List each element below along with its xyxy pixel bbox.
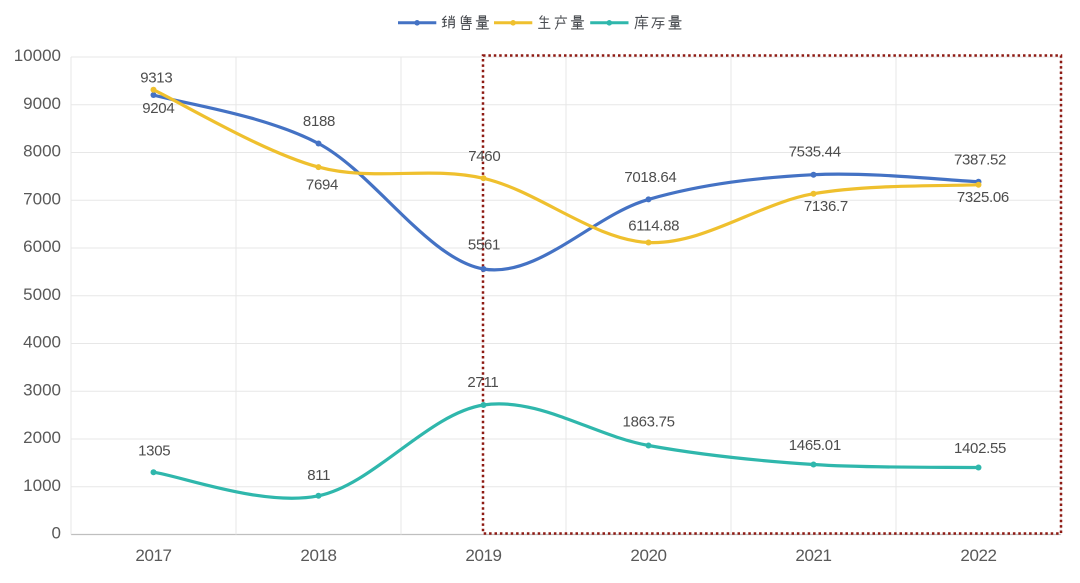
svg-text:7325.06: 7325.06 <box>957 189 1009 206</box>
svg-text:2021: 2021 <box>795 546 831 565</box>
svg-text:2022: 2022 <box>960 546 996 565</box>
svg-text:1000: 1000 <box>23 476 61 495</box>
svg-text:2020: 2020 <box>630 546 666 565</box>
svg-text:2017: 2017 <box>135 546 171 565</box>
svg-text:811: 811 <box>307 467 330 484</box>
svg-text:1863.75: 1863.75 <box>623 413 675 430</box>
svg-text:8000: 8000 <box>23 142 61 161</box>
svg-text:9000: 9000 <box>23 94 61 113</box>
svg-text:7018.64: 7018.64 <box>624 169 676 186</box>
svg-text:9204: 9204 <box>142 100 174 117</box>
svg-text:2711: 2711 <box>467 374 498 391</box>
svg-text:5000: 5000 <box>23 285 61 304</box>
svg-text:10000: 10000 <box>14 46 61 65</box>
svg-text:1305: 1305 <box>138 443 170 460</box>
svg-text:7460: 7460 <box>468 148 500 165</box>
svg-text:4000: 4000 <box>23 333 61 352</box>
svg-text:7136.7: 7136.7 <box>804 198 848 215</box>
svg-text:2018: 2018 <box>300 546 336 565</box>
svg-text:7535.44: 7535.44 <box>789 144 841 161</box>
svg-text:7387.52: 7387.52 <box>954 152 1006 169</box>
svg-text:8188: 8188 <box>303 113 335 130</box>
svg-text:6114.88: 6114.88 <box>628 217 679 234</box>
svg-text:7000: 7000 <box>23 189 61 208</box>
svg-text:6000: 6000 <box>23 237 61 256</box>
svg-text:1402.55: 1402.55 <box>954 440 1006 457</box>
svg-text:7694: 7694 <box>306 176 338 193</box>
svg-text:5561: 5561 <box>468 237 500 254</box>
svg-text:2000: 2000 <box>23 428 61 447</box>
svg-text:2019: 2019 <box>465 546 501 565</box>
svg-text:0: 0 <box>52 524 61 543</box>
svg-text:9313: 9313 <box>140 69 172 86</box>
svg-text:1465.01: 1465.01 <box>789 437 841 454</box>
svg-text:3000: 3000 <box>23 380 61 399</box>
